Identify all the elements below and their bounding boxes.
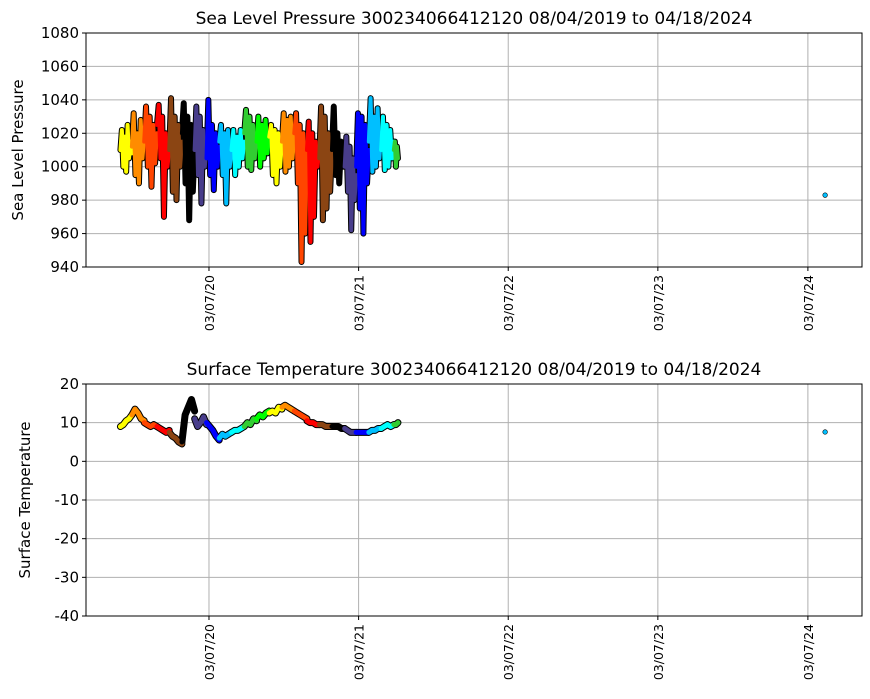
series-month-2019-12 [167, 96, 184, 203]
series-month-2020-05 [229, 127, 247, 178]
series-month-2021-05 [379, 114, 396, 173]
y-tick-label: 1020 [41, 124, 79, 142]
series-month-2021-04 [366, 96, 384, 174]
y-tick-label: -20 [55, 530, 80, 548]
x-tick-label: 03/07/23 [651, 275, 666, 331]
series-month-2020-03 [204, 97, 222, 193]
x-tick-label: 03/07/23 [651, 624, 666, 680]
x-tick-label: 03/07/24 [801, 275, 816, 331]
series-month-2020-08 [267, 122, 284, 186]
series-month-2019-10 [142, 104, 159, 189]
x-tick-label: 03/07/22 [501, 275, 516, 331]
series-month-2019-08 [117, 412, 135, 430]
axes-frame [85, 32, 863, 268]
series-month-2020-04 [217, 122, 234, 206]
series-month-2021-02 [342, 134, 359, 233]
y-axis-label: Sea Level Pressure [9, 79, 27, 220]
series-month-2021-06 [391, 420, 401, 428]
x-tick-label: 03/07/21 [352, 275, 367, 331]
series-month-2020-09 [279, 111, 297, 174]
y-tick-label: -40 [55, 607, 80, 625]
y-tick-label: 1000 [41, 158, 79, 176]
chart-title: Sea Level Pressure 300234066412120 08/04… [196, 9, 753, 29]
series-month-2020-02 [192, 414, 210, 430]
y-tick-label: 10 [60, 414, 79, 432]
x-tick-label: 03/07/20 [202, 275, 217, 331]
y-tick-label: 1060 [41, 57, 79, 75]
y-tick-label: 1040 [41, 91, 79, 109]
temperature-chart: Surface Temperature 300234066412120 08/0… [16, 360, 863, 680]
pressure-chart: Sea Level Pressure 300234066412120 08/04… [9, 9, 863, 331]
x-tick-label: 03/07/20 [202, 624, 217, 680]
y-tick-label: -30 [55, 568, 80, 586]
y-tick-label: 0 [69, 452, 79, 470]
y-tick-label: 1080 [41, 24, 79, 42]
data-point [822, 192, 828, 198]
series-month-2020-02 [192, 104, 209, 206]
series-month-2019-09 [129, 406, 147, 424]
y-tick-label: 20 [60, 375, 79, 393]
chart-title: Surface Temperature 300234066412120 08/0… [187, 360, 762, 380]
x-tick-label: 03/07/22 [501, 624, 516, 680]
series-month-2020-10 [291, 408, 310, 422]
x-tick-label: 03/07/24 [801, 624, 816, 680]
series-month-2019-09 [129, 111, 147, 186]
y-tick-label: 980 [50, 191, 79, 209]
series-month-2020-12 [317, 104, 334, 223]
series-month-2020-11 [304, 119, 322, 244]
series-month-2021-03 [354, 111, 371, 236]
series-month-2020-06 [242, 107, 259, 173]
series-month-2020-07 [254, 114, 272, 169]
y-axis-label: Surface Temperature [16, 422, 34, 579]
series-month-2020-01 [179, 396, 198, 445]
axes-frame [85, 383, 863, 617]
data-point [822, 429, 828, 435]
series-month-2019-11 [154, 102, 172, 219]
series-month-2021-01 [329, 104, 347, 186]
y-tick-label: 960 [50, 225, 79, 243]
y-tick-label: 940 [50, 258, 79, 276]
series-month-2021-06 [391, 139, 400, 169]
y-tick-label: -10 [55, 491, 80, 509]
series-month-2020-10 [292, 111, 309, 264]
x-tick-label: 03/07/21 [352, 624, 367, 680]
series-month-2020-01 [179, 101, 197, 223]
